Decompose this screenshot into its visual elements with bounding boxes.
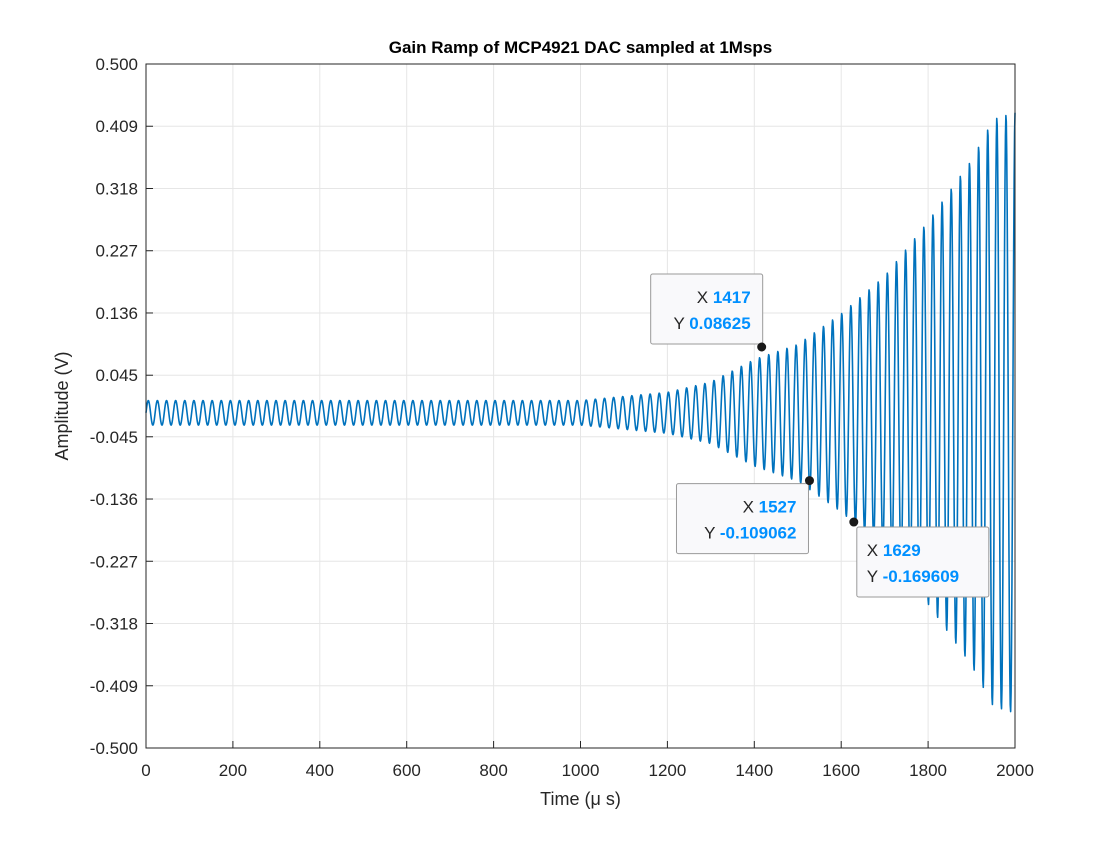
- y-tick-label: 0.227: [95, 242, 138, 261]
- y-tick-label: 0.318: [95, 179, 138, 198]
- y-tick-label: -0.500: [90, 739, 138, 758]
- datatips: X 1417 Y 0.08625 X 1527 Y -0.109062 X 1629 Y …: [650, 273, 990, 598]
- y-tick-label: 0.409: [95, 117, 138, 136]
- x-tick-label: 1200: [648, 761, 686, 780]
- x-tick-label: 1400: [735, 761, 773, 780]
- y-tick-label: -0.227: [90, 552, 138, 571]
- datatip-x-line: X 1527: [743, 498, 797, 517]
- x-tick-label: 1800: [909, 761, 947, 780]
- x-tick-label: 400: [306, 761, 334, 780]
- datatip-x-label: X: [743, 498, 759, 517]
- x-axis-label: Time (μ s): [540, 789, 621, 809]
- datatip-y-line: Y -0.109062: [704, 524, 796, 543]
- y-tick-label: 0.136: [95, 304, 138, 323]
- datatip-marker[interactable]: [804, 476, 814, 486]
- datatip-box: [856, 526, 990, 598]
- datatip-y-value: 0.08625: [689, 314, 750, 333]
- datatip[interactable]: X 1417 Y 0.08625: [650, 273, 767, 352]
- y-tick-label: -0.045: [90, 428, 138, 447]
- y-tick-label: 0.045: [95, 366, 138, 385]
- x-tick-label: 1600: [822, 761, 860, 780]
- datatip[interactable]: X 1527 Y -0.109062: [675, 476, 814, 555]
- y-tick-label: -0.136: [90, 490, 138, 509]
- datatip-y-line: Y 0.08625: [673, 314, 750, 333]
- datatip-marker[interactable]: [757, 342, 767, 352]
- x-tick-label: 0: [141, 761, 150, 780]
- x-tick-label: 2000: [996, 761, 1034, 780]
- datatip-y-line: Y -0.169609: [867, 567, 959, 586]
- datatip-x-label: X: [867, 541, 883, 560]
- datatip-y-label: Y: [704, 524, 720, 543]
- datatip-y-label: Y: [673, 314, 689, 333]
- x-tick-label: 200: [219, 761, 247, 780]
- y-tick-label: 0.500: [95, 55, 138, 74]
- series-layer: [145, 112, 1016, 713]
- x-tick-label: 800: [479, 761, 507, 780]
- datatip-box: [650, 273, 764, 345]
- ticks: 0 200 400 600 800 1000 1200 1400 1600 1800 2000 0.5…: [90, 55, 1034, 780]
- chart-title: Gain Ramp of MCP4921 DAC sampled at 1Msp…: [389, 38, 773, 57]
- y-axis-label: Amplitude (V): [52, 351, 72, 460]
- datatip-y-value: -0.109062: [720, 524, 797, 543]
- y-tick-label: -0.409: [90, 677, 138, 696]
- datatip-y-value: -0.169609: [883, 567, 960, 586]
- signal-line: [145, 112, 1016, 713]
- datatip-x-value: 1527: [759, 498, 797, 517]
- datatip-marker[interactable]: [849, 517, 859, 527]
- datatip-x-value: 1629: [883, 541, 921, 560]
- datatip-x-label: X: [697, 288, 713, 307]
- datatip-x-line: X 1629: [867, 541, 921, 560]
- datatip-y-label: Y: [867, 567, 883, 586]
- x-tick-label: 1000: [562, 761, 600, 780]
- x-tick-label: 600: [393, 761, 421, 780]
- y-tick-label: -0.318: [90, 615, 138, 634]
- datatip-x-line: X 1417: [697, 288, 751, 307]
- datatip-x-value: 1417: [713, 288, 751, 307]
- datatip-box: [675, 483, 809, 555]
